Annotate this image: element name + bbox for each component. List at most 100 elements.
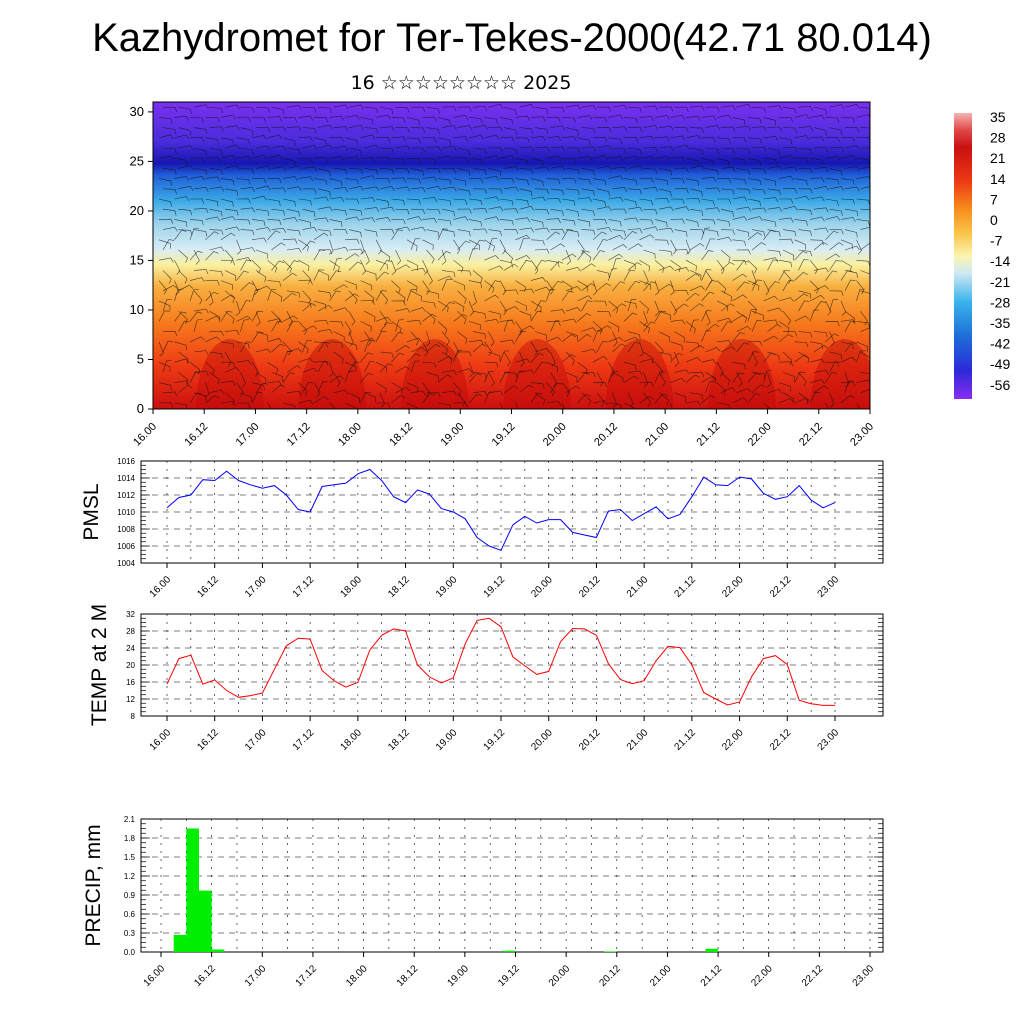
wind-barb	[457, 147, 471, 156]
wind-barb	[763, 319, 779, 325]
wind-barb	[255, 285, 271, 292]
wind-barb	[592, 178, 607, 186]
x-tick-label: 16.12	[195, 574, 221, 600]
wind-barb	[577, 155, 593, 161]
wind-barb	[767, 281, 780, 291]
wind-barb	[809, 216, 825, 222]
wind-barb	[484, 255, 500, 261]
wind-barb	[747, 340, 763, 346]
wind-barb	[193, 147, 207, 156]
wind-barb	[329, 136, 344, 142]
wind-barb	[503, 263, 519, 271]
wind-barb	[189, 198, 205, 204]
heatmap-x-tick-label: 21.00	[643, 421, 671, 449]
wind-barb	[782, 351, 793, 366]
wind-barb	[705, 347, 721, 353]
wind-barb	[654, 341, 664, 356]
wind-barb	[271, 260, 284, 271]
wind-barb	[472, 372, 487, 379]
wind-barb	[193, 290, 203, 305]
wind-barb	[255, 270, 267, 283]
wind-barb	[224, 144, 240, 150]
wind-barb	[472, 124, 488, 130]
wind-barb	[643, 249, 656, 259]
wind-barb	[623, 402, 636, 409]
wind-barb	[530, 219, 544, 228]
wind-barb	[236, 315, 252, 322]
wind-barb	[503, 306, 519, 312]
wind-barb	[860, 290, 870, 294]
wind-barb	[437, 321, 448, 335]
wind-barb	[717, 198, 732, 204]
wind-barb	[302, 381, 314, 393]
x-tick-label: 17.12	[291, 727, 317, 753]
wind-barb	[530, 178, 544, 187]
wind-barb	[488, 310, 502, 319]
wind-barb	[782, 270, 792, 284]
colorbar-label: -56	[990, 377, 1010, 393]
wind-barb	[209, 168, 223, 175]
wind-barb	[457, 106, 472, 112]
wind-barb	[751, 384, 766, 394]
wind-barb	[561, 334, 576, 343]
wind-barb	[643, 351, 654, 364]
wind-barb	[162, 168, 177, 175]
wind-barb	[178, 249, 188, 263]
wind-barb	[457, 125, 473, 131]
wind-barb	[720, 147, 735, 154]
wind-barb	[809, 280, 819, 294]
wind-barb	[716, 300, 729, 312]
wind-barb	[220, 137, 235, 145]
wind-barb	[457, 208, 472, 214]
wind-barb	[189, 311, 203, 322]
wind-barb	[778, 334, 793, 343]
wind-barb	[674, 229, 688, 237]
wind-barb	[240, 341, 252, 353]
wind-barb	[809, 391, 821, 404]
wind-barb	[333, 229, 348, 235]
wind-barb	[689, 127, 704, 133]
wind-barb	[794, 114, 810, 119]
wind-barb	[302, 270, 312, 284]
wind-barb	[608, 234, 624, 241]
wind-barb	[317, 341, 330, 353]
wind-barb	[608, 114, 624, 120]
wind-barb	[468, 117, 483, 124]
wind-barb	[205, 361, 215, 376]
wind-barb	[565, 286, 581, 292]
wind-barb	[612, 126, 627, 132]
wind-barb	[251, 219, 266, 226]
wind-barb	[236, 257, 252, 262]
pmsl-panel: 1004 1006 1008 1010 1012 1014 1016 16.00 16.12 17…	[80, 457, 884, 600]
wind-barb	[333, 284, 348, 292]
wind-barb	[209, 229, 224, 235]
wind-barb	[174, 341, 187, 351]
wind-barb	[348, 392, 361, 404]
wind-barb	[437, 155, 453, 161]
wind-barb	[348, 208, 363, 216]
wind-barb	[364, 310, 376, 322]
wind-barb	[379, 322, 393, 332]
wind-barb	[674, 106, 689, 113]
wind-barb	[484, 134, 500, 140]
wind-barb	[592, 250, 605, 261]
wind-barb	[515, 358, 531, 363]
wind-barb	[437, 374, 452, 383]
temperature-profile-panel: 0 5 10 15 20 25 30 16.00 16.12 17.00 17.12 18.00 18…	[130, 101, 876, 449]
wind-barb	[313, 341, 328, 348]
wind-barb	[282, 259, 292, 274]
wind-barb	[581, 168, 595, 176]
wind-barb	[379, 228, 395, 234]
wind-barb	[406, 353, 421, 363]
wind-barb	[612, 303, 627, 312]
panel-frame	[140, 818, 884, 953]
wind-barb	[189, 250, 203, 261]
wind-barb	[224, 270, 237, 281]
wind-barb	[317, 329, 333, 334]
wind-barb	[395, 264, 411, 271]
wind-barb	[658, 331, 671, 343]
wind-barb	[453, 198, 468, 205]
wind-barb	[344, 280, 357, 290]
wind-barb	[205, 336, 221, 343]
wind-barb	[685, 341, 700, 348]
